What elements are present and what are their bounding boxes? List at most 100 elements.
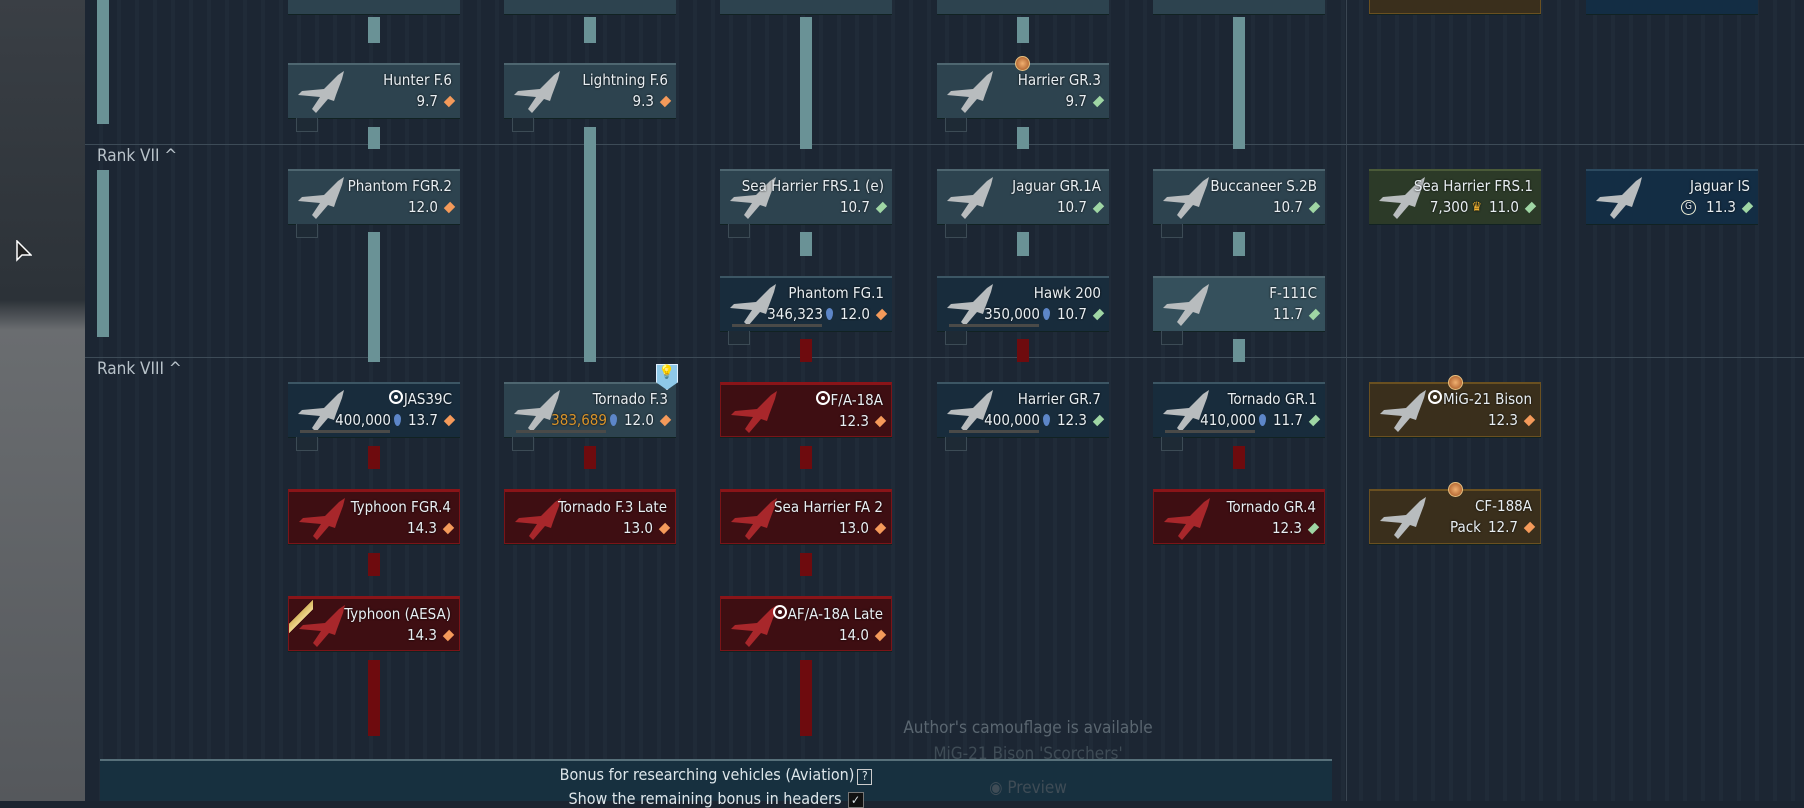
battle-rating: 12.7 [1487,518,1518,536]
vehicle-card[interactable]: Typhoon (AESA) 14.3 [288,596,460,651]
vehicle-card[interactable]: Jaguar IS G 11.3 [1586,169,1758,224]
chevron-up-icon[interactable]: ^ [164,146,178,166]
vehicle-card[interactable]: F-111C 11.7 [1153,276,1325,331]
vehicle-card-partial[interactable] [1586,0,1758,14]
crew-slot-icon[interactable] [945,224,967,238]
vehicle-card[interactable]: Phantom FG.1 346,323 12.0 [720,276,892,331]
research-arrow [1017,127,1029,149]
crew-slot-icon[interactable] [296,437,318,451]
vehicle-name: AF/A-18A Late [787,605,883,623]
br-diamond-icon [442,629,455,641]
battle-rating: 10.7 [1272,198,1303,216]
crew-slot-icon[interactable] [1161,331,1183,345]
vehicle-card[interactable]: AF/A-18A Late 14.0 [720,596,892,651]
br-diamond-icon [1524,201,1537,213]
aircraft-icon [298,390,344,432]
battle-rating: 10.7 [1056,198,1087,216]
research-arrow [1233,446,1245,469]
crew-slot-icon[interactable] [296,224,318,238]
crew-slot-icon[interactable] [728,331,750,345]
br-diamond-icon [874,629,887,641]
aircraft-icon [731,605,777,647]
vehicle-card-partial[interactable] [504,0,676,14]
research-arrow [368,127,380,149]
research-arrow [368,232,380,362]
vehicle-card[interactable]: Tornado GR.1 410,000 11.7 [1153,382,1325,437]
aircraft-icon [731,391,777,433]
bulb-icon[interactable]: 💡 [656,364,678,390]
rank-vii-header[interactable]: Rank VII ^ [97,146,178,166]
show-bonus-checkbox[interactable]: ✓ [847,791,864,808]
crew-slot-icon[interactable] [945,437,967,451]
crew-slot-icon[interactable] [1161,224,1183,238]
vehicle-card[interactable]: CF-188A Pack 12.7 [1369,482,1541,544]
vehicle-name: Jaguar IS [1689,177,1750,195]
battle-rating: 13.7 [407,411,438,429]
vehicle-name: Harrier GR.3 [1017,71,1101,89]
vehicle-card[interactable]: Harrier GR.3 9.7 [937,56,1109,118]
battle-rating: 12.3 [1056,411,1087,429]
br-diamond-icon [1092,95,1105,107]
vehicle-card-partial[interactable] [1153,0,1325,14]
crew-slot-icon[interactable] [1161,437,1183,451]
research-points-icon [825,308,833,320]
battle-rating: 13.0 [838,519,869,537]
battle-rating: 13.0 [622,519,653,537]
vehicle-card[interactable]: Tornado F.3 Late 13.0 [504,489,676,544]
aircraft-icon [947,71,993,113]
research-arrow [584,127,596,362]
br-diamond-icon [1092,201,1105,213]
vehicle-card[interactable]: Phantom FGR.2 12.0 [288,169,460,224]
crew-slot-icon[interactable] [296,118,318,132]
vehicle-card[interactable]: Typhoon FGR.4 14.3 [288,489,460,544]
vehicle-card-partial[interactable] [720,0,892,14]
vehicle-name: Tornado F.3 Late [557,498,667,516]
aircraft-icon [1379,177,1425,219]
crew-slot-icon[interactable] [945,331,967,345]
preview-link[interactable]: ◉ Preview [989,778,1067,798]
vehicle-card[interactable]: Hunter F.6 9.7 [288,63,460,118]
battle-rating: 9.3 [632,92,654,110]
vehicle-card[interactable]: JAS39C 400,000 13.7 [288,382,460,437]
vehicle-card-partial[interactable] [288,0,460,14]
vehicle-card[interactable]: Sea Harrier FRS.1 7,300 ♛ 11.0 [1369,169,1541,224]
target-icon [815,391,830,405]
vehicle-card[interactable]: Hawk 200 350,000 10.7 [937,276,1109,331]
research-progress-bar [516,430,606,433]
research-arrow [800,660,812,736]
vehicle-card[interactable]: Harrier GR.7 400,000 12.3 [937,382,1109,437]
vehicle-card[interactable]: Sea Harrier FA 2 13.0 [720,489,892,544]
crew-slot-icon[interactable] [728,224,750,238]
aircraft-icon [514,71,560,113]
aircraft-icon [1380,390,1426,432]
gaijin-coin-icon: G [1680,199,1696,215]
vehicle-name: Sea Harrier FA 2 [773,498,883,516]
vehicle-card[interactable]: 💡 Tornado F.3 383,689 12.0 [504,364,678,437]
vehicle-card-partial[interactable] [937,0,1109,14]
vehicle-card[interactable]: Lightning F.6 9.3 [504,63,676,118]
mouse-cursor-icon [16,240,32,262]
battle-rating: 14.3 [406,519,437,537]
rank-viii-header[interactable]: Rank VIII ^ [97,359,182,379]
vehicle-card[interactable]: F/A-18A 12.3 [720,382,892,437]
vehicle-card[interactable]: MiG-21 Bison 12.3 [1369,375,1541,437]
vehicle-price: Pack [1449,518,1481,536]
medal-icon [1015,56,1030,71]
chevron-up-icon[interactable]: ^ [168,359,182,379]
research-arrow [368,660,380,736]
vehicle-card[interactable]: Jaguar GR.1A 10.7 [937,169,1109,224]
crew-slot-icon[interactable] [512,437,534,451]
vehicle-card-partial[interactable] [1369,0,1541,14]
research-arrow [368,553,380,576]
research-points-icon [609,414,617,426]
help-button[interactable]: ? [857,769,873,785]
battle-rating: 9.7 [416,92,438,110]
vehicle-card[interactable]: Tornado GR.4 12.3 [1153,489,1325,544]
research-points-icon [1258,414,1266,426]
eye-icon: ◉ [989,778,1003,798]
crew-slot-icon[interactable] [945,118,967,132]
crew-slot-icon[interactable] [512,118,534,132]
vehicle-card[interactable]: Sea Harrier FRS.1 (e) 10.7 [720,169,892,224]
vehicle-card[interactable]: Buccaneer S.2B 10.7 [1153,169,1325,224]
battle-rating: 12.0 [623,411,654,429]
